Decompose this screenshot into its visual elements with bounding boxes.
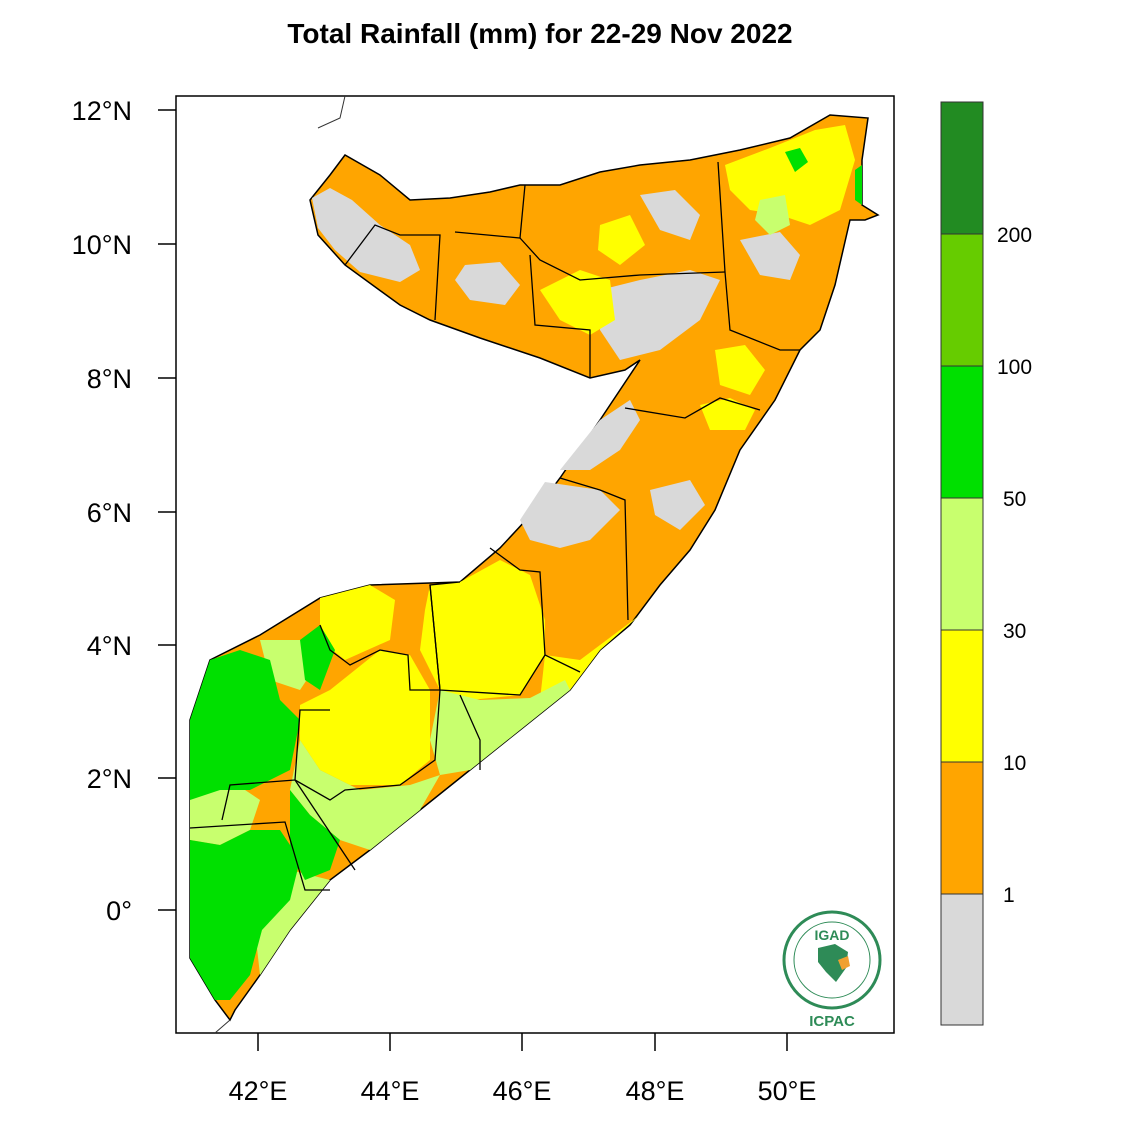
rain-class-lt1-area	[312, 188, 420, 282]
icpac-logo: IGAD ICPAC	[782, 910, 882, 1030]
legend-label-100: 100	[997, 356, 1032, 379]
neighbour-border	[317, 95, 346, 129]
lat-label-12n: 12°N	[72, 96, 132, 126]
legend-swatch-1-10	[940, 761, 984, 895]
rain-class-10-30-area	[540, 270, 615, 335]
lat-label-10n: 10°N	[72, 230, 132, 260]
lon-label-50e: 50°E	[758, 1076, 817, 1106]
legend-swatch-30-50	[940, 497, 984, 631]
rain-class-lt1-area	[560, 400, 640, 470]
rain-class-30-50-area	[290, 740, 440, 850]
lat-label-2n: 2°N	[87, 764, 132, 794]
lat-label-8n: 8°N	[87, 364, 132, 394]
rain-class-lt1-area	[455, 262, 520, 305]
legend-swatch-gt200	[940, 101, 984, 235]
rain-class-10-30-area	[300, 650, 430, 785]
rain-class-10-30-area	[715, 345, 765, 395]
map-title: Total Rainfall (mm) for 22-29 Nov 2022	[287, 18, 793, 49]
rain-class-lt1-area	[640, 190, 700, 240]
neighbour-border	[214, 1019, 231, 1034]
rain-class-10-30-area	[598, 215, 645, 265]
rain-class-30-50-area	[190, 780, 260, 845]
rain-class-10-30-area	[320, 585, 395, 660]
rain-class-50-100-area	[785, 148, 808, 172]
legend-label-200: 200	[997, 224, 1032, 247]
rain-class-10-30-area	[725, 125, 855, 225]
legend-label-30: 30	[1003, 620, 1026, 643]
legend-swatch-50-100	[940, 365, 984, 499]
legend-label-1: 1	[1003, 884, 1015, 907]
rain-class-50-100-area	[190, 650, 300, 800]
lon-label-42e: 42°E	[229, 1076, 288, 1106]
legend-swatch-10-30	[940, 629, 984, 763]
rain-class-10-30-area	[700, 398, 755, 430]
logo-text-icpac: ICPAC	[809, 1013, 855, 1030]
lat-label-4n: 4°N	[87, 631, 132, 661]
logo-text-igad: IGAD	[815, 927, 850, 943]
lon-label-46e: 46°E	[493, 1076, 552, 1106]
legend-label-50: 50	[1003, 488, 1026, 511]
rain-class-lt1-area	[650, 480, 705, 530]
rain-class-lt1-area	[740, 232, 800, 280]
legend-label-10: 10	[1003, 752, 1026, 775]
lon-label-44e: 44°E	[361, 1076, 420, 1106]
rain-class-50-100-area	[290, 790, 340, 880]
rain-class-50-100-area	[855, 165, 862, 205]
legend-swatch-100-200	[940, 233, 984, 367]
rainfall-field	[189, 114, 880, 1022]
rain-class-30-50-area	[430, 680, 570, 775]
axis-ticks	[158, 109, 788, 1051]
lat-label-0: 0°	[106, 896, 132, 926]
admin-boundaries	[189, 161, 800, 891]
legend-colorbar	[940, 101, 984, 1026]
lat-label-6n: 6°N	[87, 498, 132, 528]
rain-class-10-30-area	[540, 615, 640, 700]
rain-class-30-50-area	[755, 195, 790, 235]
legend-swatch-lt1	[940, 893, 984, 1026]
lon-label-48e: 48°E	[626, 1076, 685, 1106]
rain-class-lt1-area	[520, 482, 620, 548]
rain-class-lt1-area	[600, 270, 720, 360]
rain-class-50-100-area	[190, 830, 300, 1000]
rain-class-10-30-area	[420, 560, 545, 700]
